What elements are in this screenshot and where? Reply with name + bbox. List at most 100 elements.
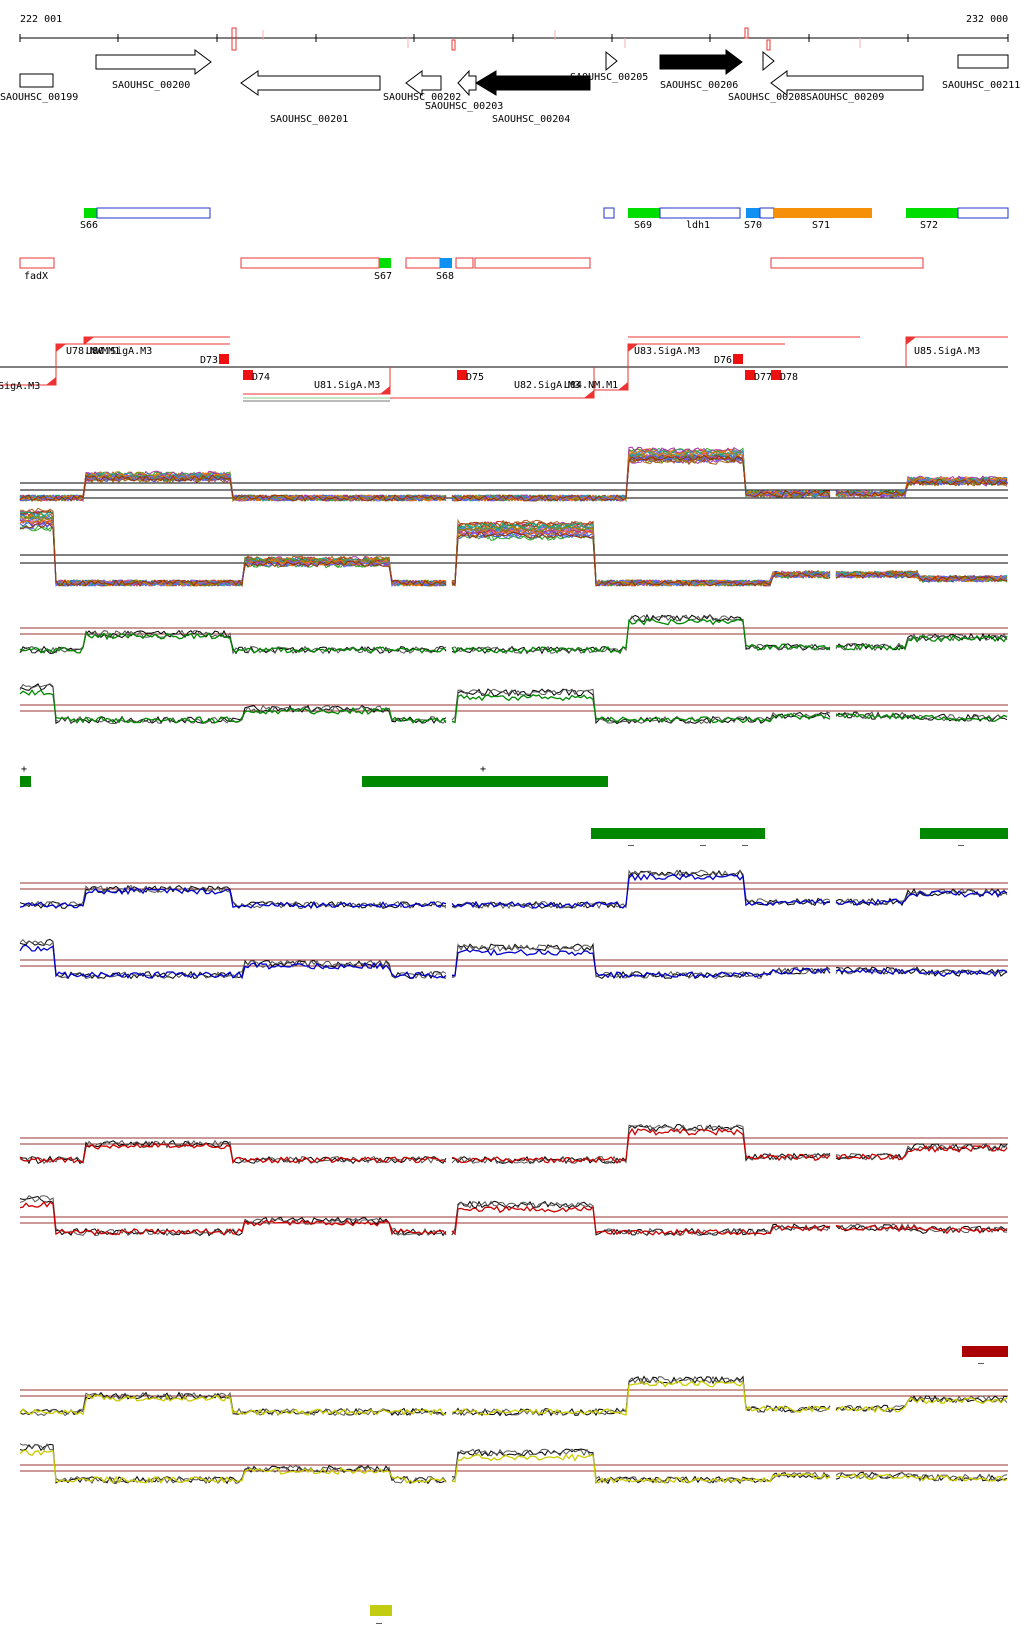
- profile-minus-ref: [19, 1195, 447, 1237]
- promoter-label: U83.SigA.M3: [634, 346, 700, 357]
- profile-minus-ref: [451, 942, 831, 980]
- sample-profile-plus: [835, 478, 1008, 498]
- sample-profile-minus: [19, 512, 447, 587]
- sample-profile-minus: [835, 571, 1008, 583]
- profile-minus-ref: [19, 683, 447, 724]
- sample-profile-minus: [451, 533, 831, 587]
- segment-label: fadX: [24, 271, 48, 282]
- promoter-label: U80.SigA.M3: [86, 346, 152, 357]
- sample-profile-minus: [19, 513, 447, 587]
- terminator-label: D77: [754, 372, 772, 383]
- gene-saouhsc-00201[interactable]: SAOUHSC_00201: [240, 70, 381, 125]
- segment-ldh1-box: [659, 207, 741, 219]
- segment-fadx: [19, 257, 55, 269]
- gene-label: SAOUHSC_00211: [942, 80, 1020, 91]
- profile-plus-condition: [451, 1127, 831, 1164]
- promoter-label: U81.SigA.M3: [314, 380, 380, 391]
- segment-s67-green: [379, 258, 391, 268]
- gene-saouhsc-00200[interactable]: SAOUHSC_00200: [95, 49, 212, 91]
- gene-label: SAOUHSC_00199: [0, 92, 78, 103]
- segment-s71-orange: [774, 208, 872, 218]
- sample-profile-minus: [19, 523, 447, 588]
- diff-bar-green: [20, 776, 31, 787]
- promoter-label: U82.SigA.M3: [514, 380, 580, 391]
- axis-ticks: [19, 34, 1009, 42]
- gene-saouhsc-00202[interactable]: SAOUHSC_00202: [383, 70, 461, 103]
- gene-saouhsc-00206[interactable]: SAOUHSC_00206: [659, 49, 743, 91]
- profile-minus-condition: [835, 712, 1008, 722]
- terminator-label: D73: [200, 355, 218, 366]
- sample-profile-minus: [451, 533, 831, 587]
- gene-saouhsc-00205[interactable]: SAOUHSC_00205: [570, 50, 648, 83]
- sample-profile-minus: [19, 512, 447, 587]
- gene-saouhsc-00204[interactable]: SAOUHSC_00204: [475, 70, 591, 125]
- gene-saouhsc-00203[interactable]: SAOUHSC_00203: [425, 69, 503, 112]
- profile-minus-condition: [451, 948, 831, 980]
- segment-label: S72: [920, 220, 938, 231]
- diff-bar-green: [920, 828, 1008, 839]
- gene-saouhsc-00211[interactable]: SAOUHSC_00211: [942, 54, 1020, 91]
- gene-saouhsc-00208[interactable]: SAOUHSC_00208: [728, 50, 806, 103]
- profile-plus-condition: [451, 618, 831, 654]
- gene-saouhsc-00199[interactable]: SAOUHSC_00199: [0, 73, 78, 103]
- profile-minus-condition: [19, 944, 447, 980]
- sample-profile-plus: [451, 453, 831, 502]
- profile-minus-condition: [19, 1201, 447, 1236]
- profile-plus-ref: [835, 1395, 1008, 1413]
- sample-profile-minus: [19, 515, 447, 587]
- expression-tracks: [19, 446, 1008, 1485]
- promoter-label: U85.SigA.M3: [914, 346, 980, 357]
- profile-plus-ref: [19, 884, 447, 910]
- sample-profile-minus: [19, 509, 447, 587]
- profile-plus-ref: [19, 629, 447, 655]
- segment-small-blue: [603, 207, 615, 219]
- profile-minus-ref: [451, 1448, 831, 1485]
- sample-profile-minus: [451, 530, 831, 587]
- gene-track: SAOUHSC_00199 SAOUHSC_00200 SAOUHSC_0020…: [0, 49, 1020, 125]
- profile-minus-ref: [19, 1195, 447, 1237]
- gene-label: SAOUHSC_00202: [383, 92, 461, 103]
- sample-profile-minus: [19, 519, 447, 587]
- profile-minus-ref: [19, 938, 447, 980]
- segment-s72-box: [957, 207, 1009, 219]
- axis-start-label: 222 001: [20, 14, 62, 25]
- sample-profile-minus: [19, 521, 447, 587]
- axis-end-label: 232 000: [966, 14, 1008, 25]
- profile-minus-ref: [19, 1443, 447, 1485]
- sample-profile-plus: [835, 478, 1008, 498]
- profile-plus-condition: [835, 889, 1008, 907]
- gene-label: SAOUHSC_00203: [425, 101, 503, 112]
- profile-plus-ref: [451, 1123, 831, 1165]
- strand-mark: +: [480, 764, 486, 775]
- profile-minus-ref: [19, 683, 447, 725]
- sample-profile-minus: [19, 516, 447, 587]
- sample-profile-plus: [451, 449, 831, 502]
- segment-track-minus: fadX S67 S68: [19, 257, 924, 282]
- gene-saouhsc-00209[interactable]: SAOUHSC_00209: [770, 70, 924, 103]
- segment-label: S68: [436, 271, 454, 282]
- profile-plus-ref: [451, 1124, 831, 1165]
- sample-profile-minus: [19, 511, 447, 587]
- profile-minus-ref: [451, 942, 831, 980]
- profile-plus-condition: [19, 1393, 447, 1416]
- strand-mark: –: [978, 1358, 985, 1369]
- sample-profile-minus: [19, 515, 447, 587]
- profile-plus-ref: [451, 1375, 831, 1417]
- profile-plus-condition: [19, 631, 447, 654]
- segment-label: ldh1: [686, 220, 710, 231]
- coordinate-axis: 222 001 232 000: [19, 14, 1009, 51]
- profile-plus-ref: [835, 1142, 1008, 1161]
- gene-label: SAOUHSC_00200: [112, 80, 190, 91]
- segment-label: S67: [374, 271, 392, 282]
- segment-label: S70: [744, 220, 762, 231]
- profile-minus-condition: [835, 967, 1008, 978]
- gene-label: SAOUHSC_00204: [492, 114, 570, 125]
- profile-minus-condition: [451, 1453, 831, 1484]
- sample-profile-minus: [451, 531, 831, 587]
- sample-profile-minus: [451, 531, 831, 587]
- profile-minus-condition: [19, 689, 447, 724]
- gene-label: SAOUHSC_00208: [728, 92, 806, 103]
- profile-plus-ref: [835, 888, 1008, 906]
- gene-label: SAOUHSC_00205: [570, 72, 648, 83]
- profile-minus-ref: [451, 688, 831, 725]
